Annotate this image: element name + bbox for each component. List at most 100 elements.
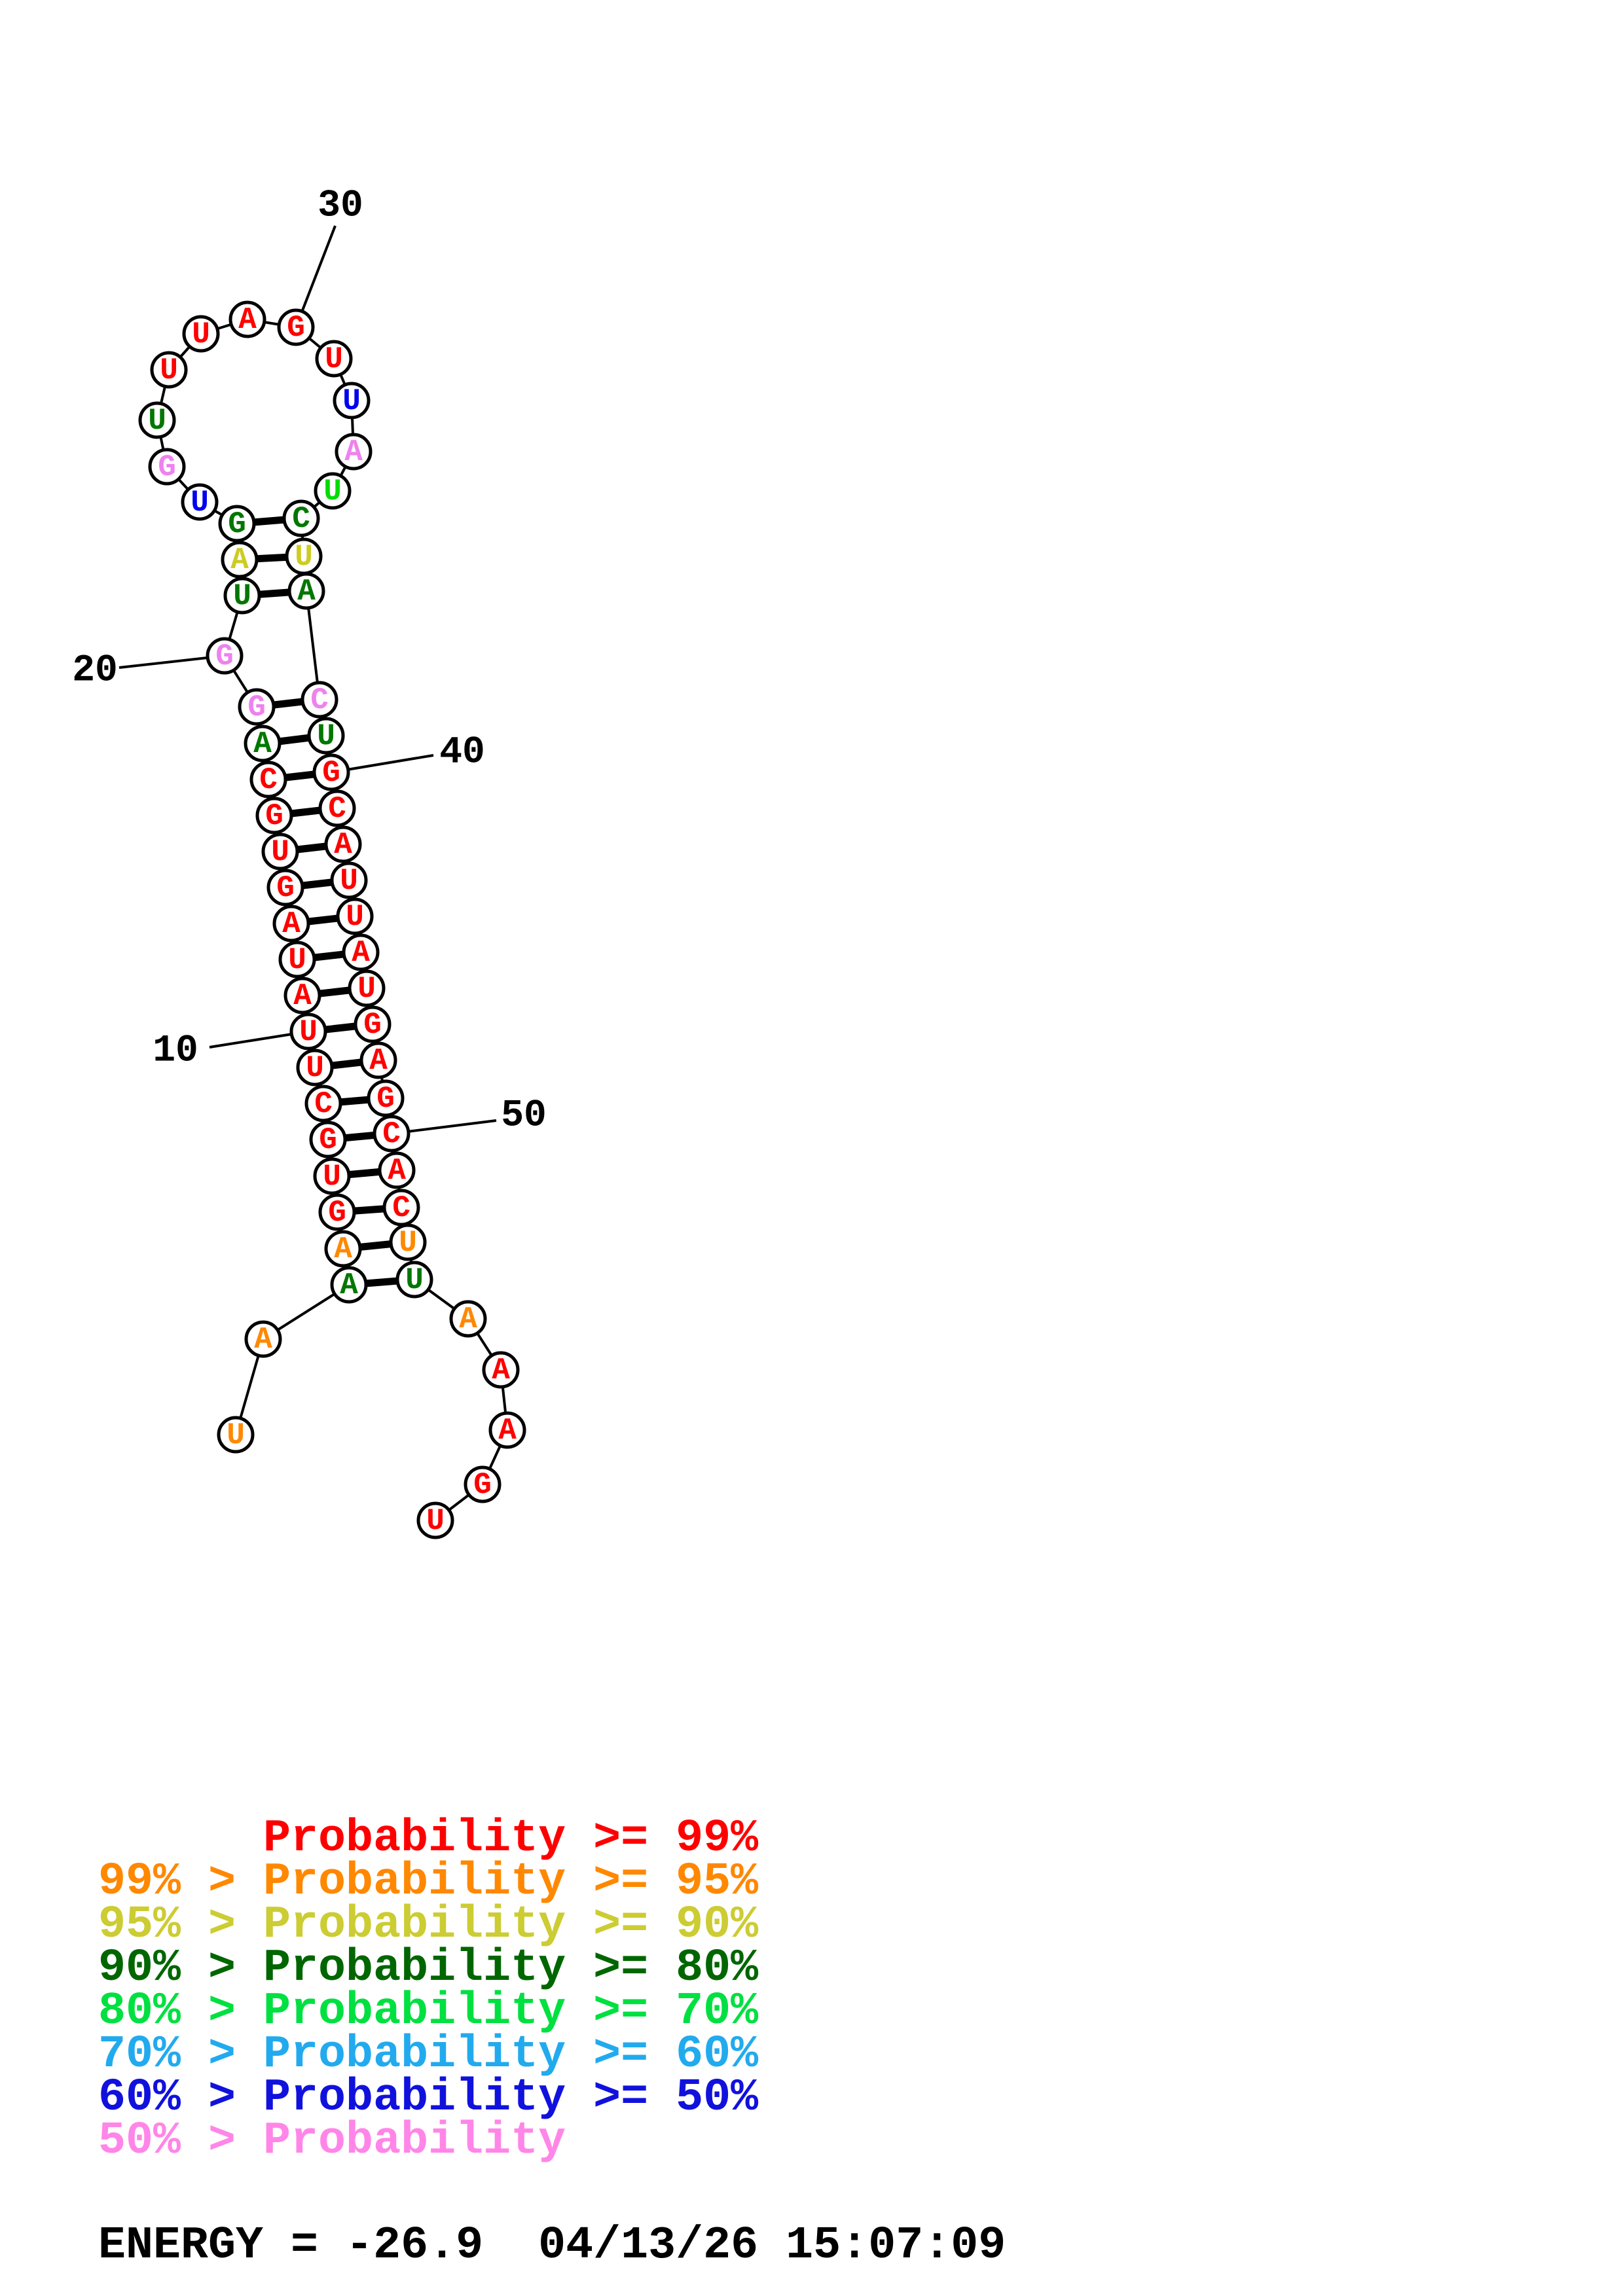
nucleotide-letter: U [323, 1160, 341, 1194]
nucleotide-letter: G [376, 1082, 395, 1116]
nucleotide-letter: U [306, 1051, 324, 1085]
position-label: 20 [72, 650, 118, 692]
nucleotide-circle [287, 572, 325, 610]
nucleotide-letter: U [317, 719, 335, 753]
nucleotide-circle [228, 300, 266, 338]
nucleotide-letter: A [282, 907, 301, 941]
nucleotide-circle [150, 351, 188, 389]
nucleotide-letter: A [459, 1302, 477, 1336]
legend-row: 90% > Probability >= 80% [98, 1943, 759, 1994]
nucleotide-circle [304, 1085, 342, 1122]
nucleotide-circle [223, 577, 261, 615]
nucleotide-circle [367, 1079, 405, 1117]
nucleotide-circle [313, 1157, 351, 1195]
nucleotide-circle [330, 1266, 368, 1304]
energy-timestamp-line: ENERGY = -26.9 04/13/26 15:07:09 [98, 2220, 1006, 2272]
nucleotide-letter: U [295, 540, 313, 574]
nucleotide-circle [238, 688, 276, 726]
nucleotide-letter: U [233, 579, 251, 613]
nucleotide-circle [301, 681, 338, 719]
nucleotide-circle [335, 433, 373, 471]
nucleotide-circle [378, 1151, 416, 1189]
nucleotide-circle [255, 797, 293, 834]
nucleotide-letter: A [352, 936, 370, 970]
nucleotide-circle [138, 401, 176, 439]
nucleotide-circle [181, 483, 219, 521]
position-label: 50 [501, 1095, 547, 1138]
nucleotide-circle [206, 637, 244, 675]
nucleotide-letter: C [259, 763, 278, 797]
nucleotide-circle [314, 472, 352, 510]
nucleotide-letter: G [265, 799, 283, 833]
legend-row: Probability >= 99% [98, 1813, 759, 1865]
nucleotide-letter: U [227, 1418, 245, 1452]
nucleotide-circle [318, 789, 356, 827]
nucleotide-circle [277, 308, 315, 346]
nucleotide-letter: A [230, 543, 249, 577]
nucleotide-circle [266, 869, 304, 906]
nucleotide-circle [244, 725, 282, 762]
nucleotide-circle [261, 833, 299, 870]
nucleotide-letter: A [334, 828, 352, 862]
nucleotide-letter: G [276, 871, 295, 905]
nucleotide-letter: A [297, 575, 316, 609]
nucleotide-letter: C [382, 1117, 401, 1151]
nucleotide-letter: U [148, 404, 166, 438]
nucleotide-letter: G [473, 1468, 492, 1502]
nucleotide-letter: C [292, 502, 310, 536]
nucleotide-letter: U [160, 353, 178, 387]
nucleotide-circle [283, 977, 321, 1014]
nucleotide-circle [309, 1121, 347, 1158]
nucleotide-circle [333, 382, 371, 420]
nucleotide-letter: A [340, 1268, 358, 1302]
nucleotide-circle [318, 1193, 356, 1231]
nucleotide-letter: U [399, 1226, 417, 1260]
nucleotide-circle [221, 541, 259, 579]
nucleotide-circle [395, 1261, 433, 1299]
nucleotide-circle [342, 933, 380, 971]
nucleotide-letter: G [247, 691, 266, 725]
nucleotide-circle [336, 897, 374, 935]
nucleotide-letter: A [238, 303, 257, 337]
position-label: 10 [153, 1030, 198, 1073]
nucleotide-letter: U [271, 835, 289, 869]
nucleotide-circle [272, 905, 310, 942]
nucleotide-letter: A [334, 1232, 352, 1266]
nucleotide-letter: U [299, 1015, 318, 1049]
position-label: 40 [439, 732, 485, 774]
nucleotide-letter: U [357, 972, 376, 1006]
nucleotide-circle [324, 825, 362, 863]
nucleotide-circle [307, 717, 345, 755]
nucleotide-letter: A [388, 1154, 406, 1188]
nucleotide-letter: A [253, 727, 272, 761]
legend-row: 50% > Probability [98, 2115, 566, 2167]
nucleotide-letter: G [215, 639, 234, 673]
nucleotide-circle [488, 1411, 526, 1449]
nucleotide-letter: A [254, 1323, 272, 1357]
nucleotide-circle [282, 499, 320, 537]
nucleotide-circle [244, 1320, 282, 1358]
nucleotide-circle [482, 1351, 520, 1389]
nucleotide-letter: U [340, 864, 358, 898]
nucleotide-circle [359, 1041, 397, 1079]
nucleotide-letter: U [325, 342, 343, 376]
nucleotide-letter: C [392, 1191, 410, 1225]
legend-row: 70% > Probability >= 60% [98, 2029, 759, 2081]
position-label: 30 [318, 185, 363, 228]
nucleotide-letter: G [319, 1123, 337, 1157]
nucleotide-letter: G [363, 1008, 382, 1042]
nucleotide-letter: U [426, 1504, 445, 1538]
nucleotide-letter: U [405, 1263, 424, 1297]
nucleotide-letter: C [310, 683, 329, 717]
nucleotide-circle [296, 1049, 334, 1086]
legend-row: 99% > Probability >= 95% [98, 1856, 759, 1908]
nucleotide-letter: U [346, 900, 364, 934]
nucleotide-circle [324, 1230, 362, 1268]
nucleotide-letter: C [328, 792, 346, 826]
nucleotide-circle [348, 969, 386, 1007]
legend-row: 95% > Probability >= 90% [98, 1899, 759, 1951]
nucleotide-letter: U [323, 475, 342, 509]
nucleotide-circle [330, 861, 368, 899]
